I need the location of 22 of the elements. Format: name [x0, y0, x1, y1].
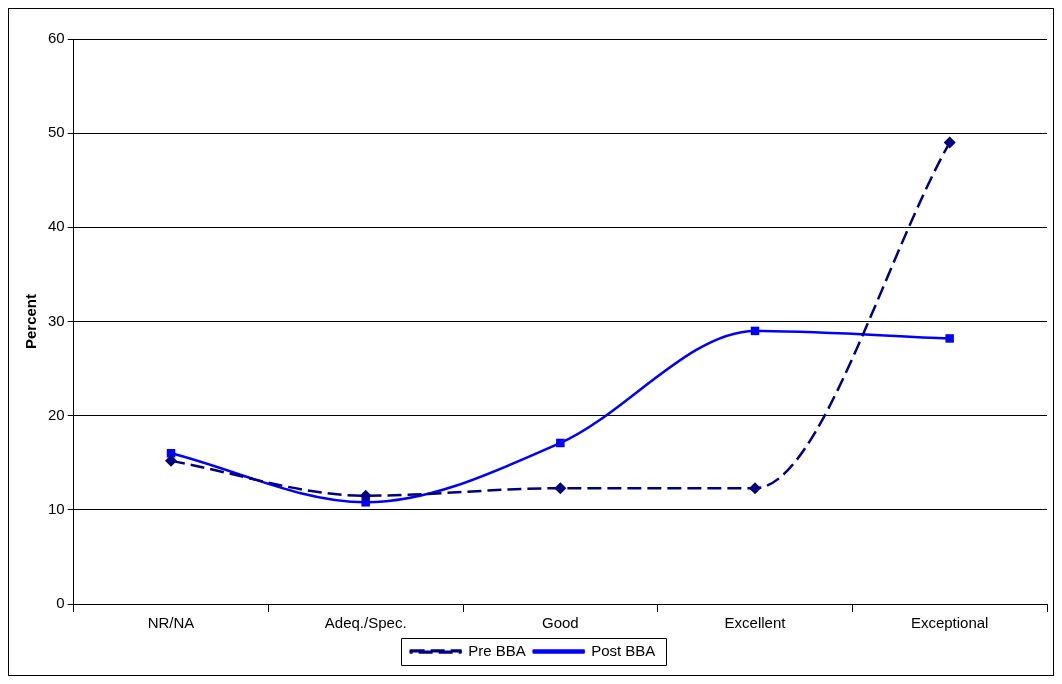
- y-axis-title: Percent: [22, 293, 40, 350]
- point: [943, 136, 956, 149]
- legend-label: Pre BBA: [468, 641, 526, 659]
- y-tick-label: 50: [48, 123, 65, 141]
- x-tick-label: Good: [541, 614, 579, 632]
- point: [554, 482, 567, 495]
- point: [945, 334, 954, 343]
- y-tick-label: 60: [48, 29, 65, 47]
- y-tick-label: 10: [48, 499, 65, 517]
- y-tick-label: 40: [48, 217, 65, 235]
- y-tick-label: 20: [48, 405, 65, 423]
- y-tick-label: 30: [48, 311, 65, 329]
- x-tick-label: Adeq./Spec.: [324, 614, 407, 632]
- y-tick-label: 0: [56, 594, 65, 612]
- point: [556, 438, 565, 448]
- point: [165, 454, 178, 467]
- point: [749, 482, 762, 495]
- x-tick-label: Excellent: [724, 614, 787, 632]
- point: [359, 489, 372, 502]
- legend-label: Post BBA: [591, 641, 656, 659]
- x-tick-label: Exceptional: [910, 614, 989, 632]
- x-tick-label: NR/NA: [147, 614, 195, 632]
